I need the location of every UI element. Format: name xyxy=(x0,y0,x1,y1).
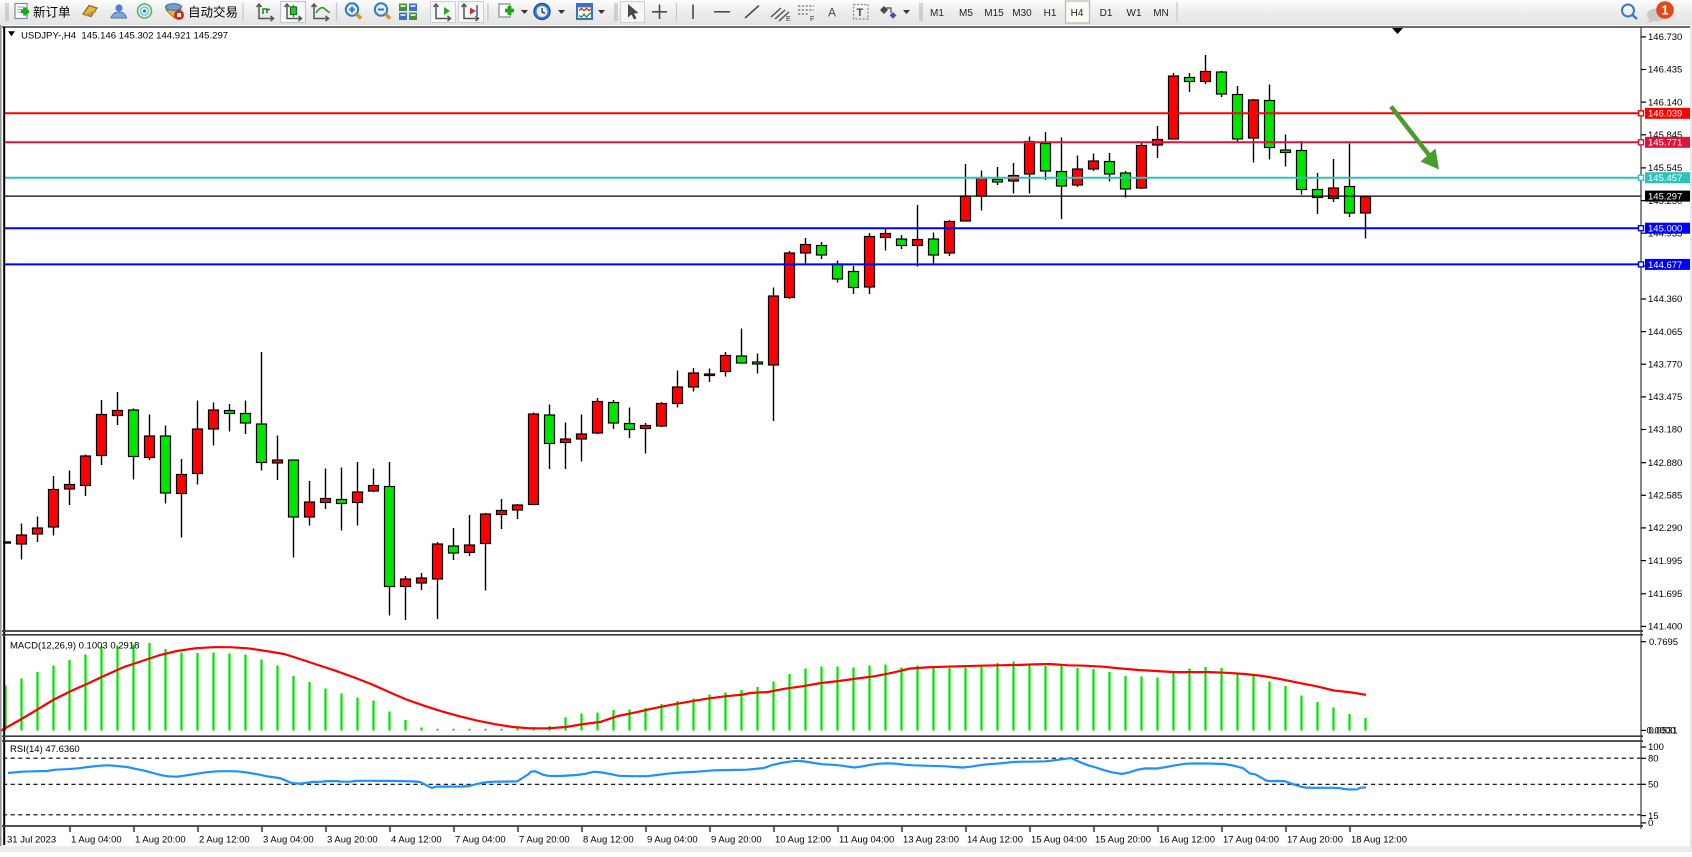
svg-text:15: 15 xyxy=(1648,811,1659,822)
svg-text:144.677: 144.677 xyxy=(1648,260,1682,271)
svg-text:0.7695: 0.7695 xyxy=(1649,637,1678,648)
svg-text:USDJPY-,H4 145.146 145.302 14: USDJPY-,H4 145.146 145.302 144.921 145.2… xyxy=(21,31,228,42)
svg-text:146.730: 146.730 xyxy=(1648,32,1682,43)
svg-text:141.995: 141.995 xyxy=(1648,556,1682,567)
svg-text:8 Aug 12:00: 8 Aug 12:00 xyxy=(583,835,634,846)
svg-text:145.457: 145.457 xyxy=(1648,173,1682,184)
svg-text:F: F xyxy=(810,16,814,23)
svg-text:15 Aug 04:00: 15 Aug 04:00 xyxy=(1031,835,1087,846)
svg-text:4 Aug 12:00: 4 Aug 12:00 xyxy=(391,835,442,846)
svg-text:H1: H1 xyxy=(1044,8,1057,19)
svg-text:M30: M30 xyxy=(1012,8,1032,19)
svg-text:16 Aug 12:00: 16 Aug 12:00 xyxy=(1159,835,1215,846)
svg-text:145.771: 145.771 xyxy=(1648,138,1682,149)
svg-text:11 Aug 04:00: 11 Aug 04:00 xyxy=(839,835,894,846)
svg-text:MN: MN xyxy=(1153,8,1169,19)
svg-text:3 Aug 04:00: 3 Aug 04:00 xyxy=(263,835,314,846)
svg-text:M1: M1 xyxy=(930,8,944,19)
svg-text:T: T xyxy=(857,7,864,19)
svg-text:7 Aug 20:00: 7 Aug 20:00 xyxy=(519,835,570,846)
svg-text:MACD(12,26,9) 0.1003 0.2918: MACD(12,26,9) 0.1003 0.2918 xyxy=(10,641,139,652)
svg-text:W1: W1 xyxy=(1127,8,1142,19)
svg-text:0: 0 xyxy=(1648,818,1653,829)
svg-text:144.955: 144.955 xyxy=(1648,228,1682,239)
svg-text:9 Aug 04:00: 9 Aug 04:00 xyxy=(647,835,698,846)
svg-text:17 Aug 20:00: 17 Aug 20:00 xyxy=(1287,835,1343,846)
svg-text:146.435: 146.435 xyxy=(1648,65,1682,76)
svg-text:15 Aug 20:00: 15 Aug 20:00 xyxy=(1095,835,1151,846)
svg-text:141.400: 141.400 xyxy=(1648,622,1682,633)
svg-text:80: 80 xyxy=(1648,754,1659,765)
svg-text:E: E xyxy=(786,16,791,23)
svg-text:D1: D1 xyxy=(1100,8,1113,19)
svg-text:13 Aug 23:00: 13 Aug 23:00 xyxy=(903,835,959,846)
svg-text:146.039: 146.039 xyxy=(1648,109,1682,120)
svg-text:100: 100 xyxy=(1648,742,1664,753)
svg-text:7 Aug 04:00: 7 Aug 04:00 xyxy=(455,835,506,846)
svg-text:143.475: 143.475 xyxy=(1648,392,1682,403)
svg-text:145.545: 145.545 xyxy=(1648,163,1682,174)
svg-text:0.0000: 0.0000 xyxy=(1647,726,1676,737)
svg-text:18 Aug 12:00: 18 Aug 12:00 xyxy=(1351,835,1407,846)
svg-text:M5: M5 xyxy=(959,8,973,19)
svg-text:10 Aug 12:00: 10 Aug 12:00 xyxy=(775,835,831,846)
svg-text:146.140: 146.140 xyxy=(1648,97,1682,108)
svg-text:145.000: 145.000 xyxy=(1648,224,1682,235)
svg-text:145.845: 145.845 xyxy=(1648,130,1682,141)
svg-text:144.065: 144.065 xyxy=(1648,327,1682,338)
svg-text:143.770: 143.770 xyxy=(1648,359,1682,370)
svg-text:144.360: 144.360 xyxy=(1648,294,1682,305)
svg-text:142.290: 142.290 xyxy=(1648,523,1682,534)
svg-text:143.180: 143.180 xyxy=(1648,425,1682,436)
svg-text:自动交易: 自动交易 xyxy=(188,5,238,20)
svg-text:9 Aug 20:00: 9 Aug 20:00 xyxy=(711,835,762,846)
svg-text:2 Aug 12:00: 2 Aug 12:00 xyxy=(199,835,250,846)
svg-text:145.297: 145.297 xyxy=(1648,192,1682,203)
svg-text:142.880: 142.880 xyxy=(1648,458,1682,469)
svg-text:142.585: 142.585 xyxy=(1648,491,1682,502)
svg-text:141.695: 141.695 xyxy=(1648,589,1682,600)
svg-text:M15: M15 xyxy=(984,8,1004,19)
svg-text:新订单: 新订单 xyxy=(33,5,71,20)
svg-text:50: 50 xyxy=(1648,780,1659,791)
svg-text:1 Aug 04:00: 1 Aug 04:00 xyxy=(71,835,122,846)
svg-text:H4: H4 xyxy=(1071,8,1084,19)
svg-text:17 Aug 04:00: 17 Aug 04:00 xyxy=(1223,835,1279,846)
svg-text:1: 1 xyxy=(1662,3,1669,17)
svg-text:31 Jul 2023: 31 Jul 2023 xyxy=(7,835,56,846)
svg-text:A: A xyxy=(828,6,836,20)
svg-text:1 Aug 20:00: 1 Aug 20:00 xyxy=(135,835,186,846)
svg-text:14 Aug 12:00: 14 Aug 12:00 xyxy=(967,835,1023,846)
svg-text:0.0531: 0.0531 xyxy=(1649,726,1678,737)
svg-text:RSI(14) 47.6360: RSI(14) 47.6360 xyxy=(10,744,80,755)
svg-text:3 Aug 20:00: 3 Aug 20:00 xyxy=(327,835,378,846)
